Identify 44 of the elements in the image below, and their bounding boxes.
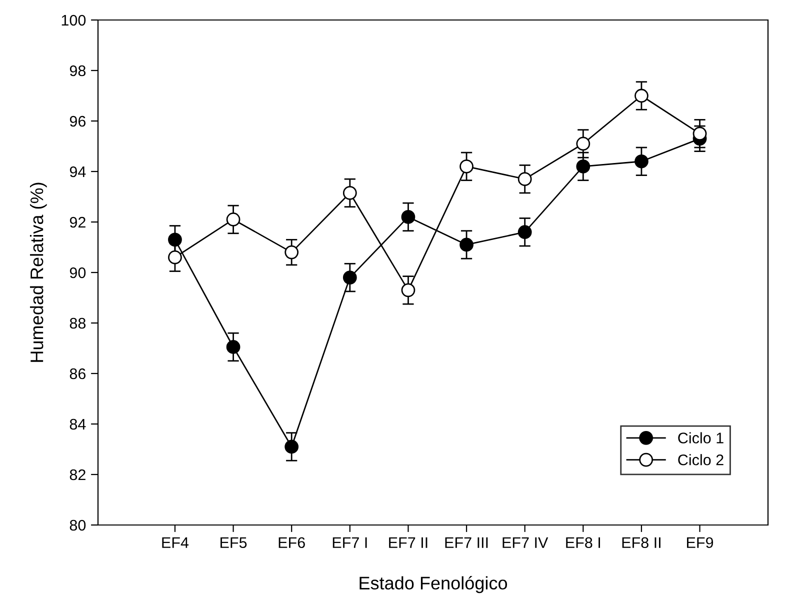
y-tick-label: 98: [70, 65, 86, 76]
x-tick-label: EF7 II: [389, 537, 428, 548]
point: [518, 172, 532, 186]
point: [460, 238, 474, 252]
point: [401, 283, 416, 298]
x-tick-label: EF8 II: [622, 537, 660, 548]
legend-label: Ciclo 2: [678, 454, 724, 466]
point: [634, 88, 648, 103]
y-tick-label: 100: [62, 14, 86, 26]
x-tick-label: EF5: [220, 537, 247, 548]
y-tick-label: 90: [70, 267, 86, 278]
point: [460, 160, 474, 174]
y-tick-label: 96: [70, 116, 86, 127]
y-tick-label: 92: [70, 216, 86, 228]
x-tick-label: EF6: [278, 537, 305, 548]
x-tick-label: EF4: [162, 537, 189, 548]
x-axis-title: Estado Fenológico: [360, 576, 508, 594]
x-tick-label: EF7 IV: [502, 537, 548, 548]
point: [284, 245, 299, 260]
y-axis-title: Humedad Relativa (%): [30, 182, 47, 362]
point: [168, 250, 182, 264]
point: [168, 232, 182, 247]
point: [518, 225, 532, 240]
x-tick-label: EF8 I: [566, 537, 600, 548]
point: [342, 186, 357, 200]
point: [401, 210, 416, 224]
y-tick-label: 84: [70, 418, 86, 430]
x-tick-label: EF7 III: [445, 537, 488, 548]
point: [342, 270, 357, 284]
point: [576, 136, 590, 151]
point: [284, 440, 299, 454]
point: [226, 212, 240, 226]
x-tick-label: EF9: [687, 537, 714, 548]
point: [634, 154, 648, 168]
y-tick-label: 82: [70, 469, 86, 480]
y-tick-label: 88: [70, 318, 86, 329]
y-tick-label: 80: [70, 520, 86, 531]
y-tick-label: 86: [70, 368, 86, 380]
legend-label: Ciclo 1: [678, 432, 724, 444]
point: [692, 126, 707, 141]
point: [226, 340, 240, 354]
y-tick-label: 94: [70, 166, 86, 178]
point: [576, 160, 590, 174]
x-tick-label: EF7 I: [332, 537, 367, 548]
